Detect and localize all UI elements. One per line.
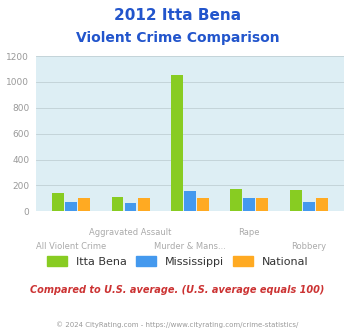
Bar (256, 198, 268, 211)
Bar (290, 190, 302, 211)
Bar (78, 198, 90, 211)
Bar (244, 198, 255, 211)
Bar (138, 198, 149, 211)
Legend: Itta Bena, Mississippi, National: Itta Bena, Mississippi, National (47, 256, 308, 267)
Text: Rape: Rape (239, 228, 260, 237)
Text: Violent Crime Comparison: Violent Crime Comparison (76, 31, 279, 45)
Text: Murder & Mans...: Murder & Mans... (154, 242, 226, 251)
Bar (125, 203, 136, 211)
Text: All Violent Crime: All Violent Crime (36, 242, 106, 251)
Text: Aggravated Assault: Aggravated Assault (89, 228, 172, 237)
Bar (303, 202, 315, 211)
Bar (65, 202, 77, 211)
Text: Robbery: Robbery (291, 242, 326, 251)
Bar (52, 193, 64, 211)
Text: Compared to U.S. average. (U.S. average equals 100): Compared to U.S. average. (U.S. average … (30, 285, 325, 295)
Bar (316, 198, 328, 211)
Bar (111, 197, 124, 211)
Bar (184, 191, 196, 211)
Text: © 2024 CityRating.com - https://www.cityrating.com/crime-statistics/: © 2024 CityRating.com - https://www.city… (56, 322, 299, 328)
Bar (171, 76, 183, 211)
Text: 2012 Itta Bena: 2012 Itta Bena (114, 8, 241, 23)
Bar (230, 188, 242, 211)
Bar (197, 198, 209, 211)
